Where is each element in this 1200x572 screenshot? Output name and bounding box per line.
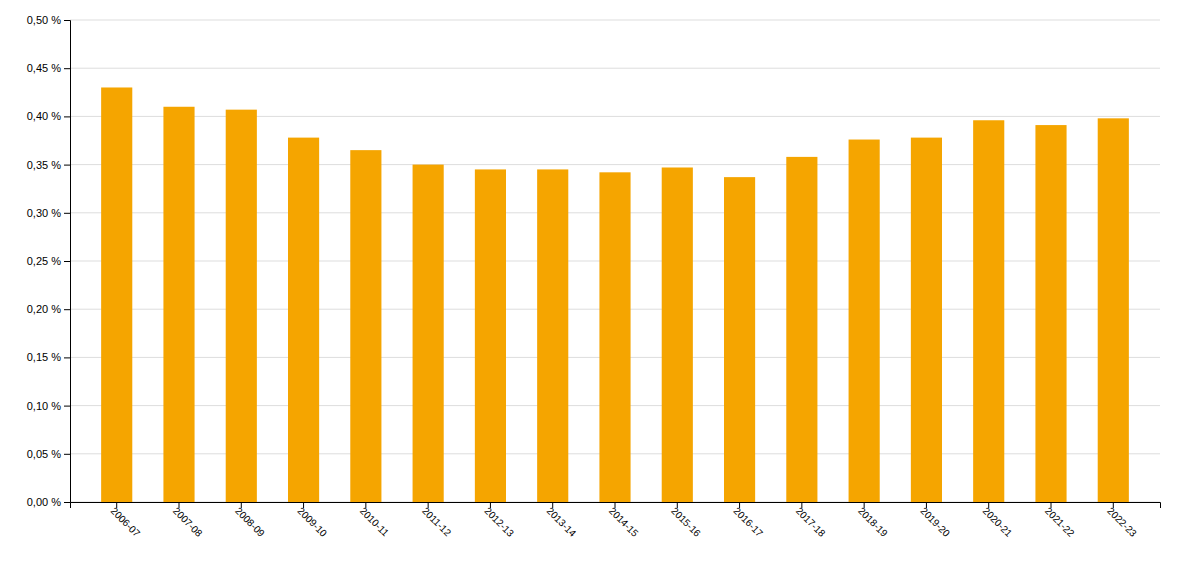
x-tick-label: 2021-22 <box>1043 505 1077 539</box>
y-tick-label: 0,35 % <box>27 159 61 171</box>
x-tick-label: 2019-20 <box>918 505 952 539</box>
x-tick: 2009-10 <box>295 502 329 539</box>
x-tick: 2019-20 <box>918 502 952 539</box>
bar <box>350 150 381 502</box>
y-tick: 0,15 % <box>27 351 70 363</box>
y-tick-label: 0,45 % <box>27 62 61 74</box>
y-tick-label: 0,50 % <box>27 14 61 26</box>
grid-line <box>70 20 1160 21</box>
x-tick-label: 2006-07 <box>109 505 143 539</box>
y-tick: 0,20 % <box>27 303 70 315</box>
bar <box>1035 125 1066 502</box>
y-tick: 0,10 % <box>27 400 70 412</box>
bar <box>288 138 319 502</box>
y-tick-label: 0,20 % <box>27 303 61 315</box>
bar <box>973 120 1004 502</box>
x-tick-label: 2008-09 <box>233 505 267 539</box>
x-tick: 2011-12 <box>420 502 454 539</box>
y-tick-mark <box>64 357 70 358</box>
x-tick: 2010-11 <box>358 502 392 539</box>
x-tick-label: 2014-15 <box>607 505 641 539</box>
y-tick-label: 0,00 % <box>27 496 61 508</box>
bar <box>101 87 132 502</box>
plot: 0,00 % 0,05 % 0,10 % 0,15 % 0,20 % 0,25 % 0,30… <box>27 14 1161 539</box>
y-tick-mark <box>64 502 70 503</box>
bar <box>662 167 693 502</box>
y-tick: 0,25 % <box>27 255 70 267</box>
y-axis-line <box>64 21 71 503</box>
x-tick-label: 2007-08 <box>171 505 205 539</box>
y-tick-label: 0,15 % <box>27 351 61 363</box>
y-tick: 0,30 % <box>27 207 70 219</box>
bar <box>849 140 880 502</box>
y-tick-label: 0,05 % <box>27 448 61 460</box>
bars <box>101 87 1129 502</box>
bar <box>786 157 817 502</box>
y-tick-label: 0,40 % <box>27 110 61 122</box>
x-tick-label: 2011-12 <box>420 505 454 539</box>
x-tick-label: 2016-17 <box>731 505 765 539</box>
x-tick: 2016-17 <box>731 502 765 539</box>
x-tick: 2020-21 <box>981 502 1015 539</box>
x-tick: 2015-16 <box>669 502 703 539</box>
x-tick: 2018-19 <box>856 502 890 539</box>
y-tick: 0,50 % <box>27 14 70 26</box>
x-tick: 2021-22 <box>1043 502 1077 539</box>
bar <box>599 172 630 502</box>
x-tick: 2022-23 <box>1105 502 1139 539</box>
y-tick-mark <box>64 213 70 214</box>
x-tick: 2013-14 <box>545 502 579 539</box>
bar <box>537 169 568 502</box>
bar <box>226 110 257 502</box>
y-tick: 0,40 % <box>27 110 70 122</box>
x-tick-label: 2010-11 <box>358 505 392 539</box>
y-tick-mark <box>64 68 70 69</box>
x-tick: 2007-08 <box>171 502 205 539</box>
x-tick: 2008-09 <box>233 502 267 539</box>
chart: 0,00 % 0,05 % 0,10 % 0,15 % 0,20 % 0,25 % 0,30… <box>0 0 1200 572</box>
y-tick: 0,45 % <box>27 62 70 74</box>
bar <box>413 165 444 502</box>
x-tick-label: 2009-10 <box>295 505 329 539</box>
x-tick-label: 2018-19 <box>856 505 890 539</box>
grid <box>70 20 1160 502</box>
y-tick-mark <box>64 454 70 455</box>
y-tick-label: 0,10 % <box>27 400 61 412</box>
y-tick-mark <box>64 20 70 21</box>
bar <box>1098 118 1129 502</box>
x-tick: 2017-18 <box>794 502 828 539</box>
y-tick-mark <box>64 406 70 407</box>
x-tick-label: 2017-18 <box>794 505 828 539</box>
x-tick-label: 2020-21 <box>981 505 1015 539</box>
x-tick: 2014-15 <box>607 502 641 539</box>
x-tick-label: 2012-13 <box>482 505 516 539</box>
y-tick-mark <box>64 165 70 166</box>
bar <box>475 169 506 502</box>
bar <box>911 138 942 502</box>
y-tick-mark <box>64 261 70 262</box>
x-tick: 2006-07 <box>109 502 143 539</box>
bar <box>163 107 194 502</box>
y-tick-mark <box>64 116 70 117</box>
x-axis: 2006-07 2007-08 2008-09 2009-10 2010-11 2011-… <box>71 502 1161 539</box>
x-tick-label: 2015-16 <box>669 505 703 539</box>
grid-line <box>70 68 1160 69</box>
bar <box>724 177 755 502</box>
y-tick: 0,00 % <box>27 496 70 508</box>
y-tick-label: 0,30 % <box>27 207 61 219</box>
y-tick: 0,35 % <box>27 159 70 171</box>
x-tick-label: 2022-23 <box>1105 505 1139 539</box>
y-axis: 0,00 % 0,05 % 0,10 % 0,15 % 0,20 % 0,25 % 0,30… <box>27 14 71 508</box>
x-tick-label: 2013-14 <box>545 505 579 539</box>
y-tick: 0,05 % <box>27 448 70 460</box>
y-tick-label: 0,25 % <box>27 255 61 267</box>
x-tick: 2012-13 <box>482 502 516 539</box>
y-tick-mark <box>64 309 70 310</box>
